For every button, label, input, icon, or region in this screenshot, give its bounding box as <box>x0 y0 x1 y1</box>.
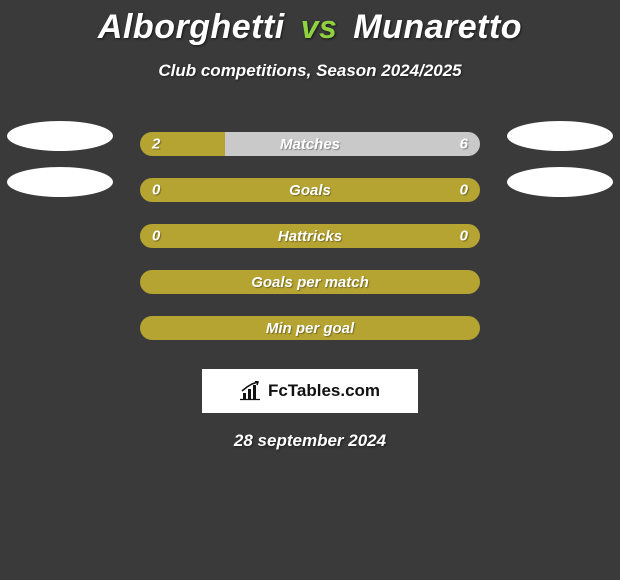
metric-label: Min per goal <box>266 320 354 337</box>
player1-value: 2 <box>152 136 160 153</box>
player2-name: Munaretto <box>353 8 522 46</box>
player1-value: 0 <box>152 228 160 245</box>
player2-fill <box>225 132 480 156</box>
source-badge: FcTables.com <box>202 369 418 413</box>
player2-value: 0 <box>460 182 468 199</box>
metric-bar: 0 0 Hattricks <box>140 224 480 248</box>
metric-label: Goals per match <box>251 274 369 291</box>
comparison-title: Alborghetti vs Munaretto <box>0 0 620 47</box>
metric-bar: 2 6 Matches <box>140 132 480 156</box>
metric-row: Min per goal <box>0 305 620 351</box>
vs-label: vs <box>301 9 338 45</box>
subtitle: Club competitions, Season 2024/2025 <box>0 61 620 81</box>
player1-avatar-placeholder <box>7 167 113 197</box>
chart-icon <box>240 381 262 401</box>
metric-bar: Min per goal <box>140 316 480 340</box>
metric-row: 2 6 Matches <box>0 121 620 167</box>
metrics-container: 2 6 Matches 0 0 Goals 0 0 Hattricks Goals per mat… <box>0 121 620 351</box>
metric-row: Goals per match <box>0 259 620 305</box>
player2-value: 6 <box>460 136 468 153</box>
player1-avatar-placeholder <box>7 121 113 151</box>
metric-bar: 0 0 Goals <box>140 178 480 202</box>
metric-label: Matches <box>280 136 340 153</box>
player2-avatar-placeholder <box>507 121 613 151</box>
player1-value: 0 <box>152 182 160 199</box>
player2-value: 0 <box>460 228 468 245</box>
metric-row: 0 0 Goals <box>0 167 620 213</box>
date-label: 28 september 2024 <box>0 431 620 451</box>
metric-label: Goals <box>289 182 331 199</box>
metric-bar: Goals per match <box>140 270 480 294</box>
metric-label: Hattricks <box>278 228 342 245</box>
source-badge-text: FcTables.com <box>268 381 380 401</box>
player2-avatar-placeholder <box>507 167 613 197</box>
player1-name: Alborghetti <box>98 8 285 46</box>
metric-row: 0 0 Hattricks <box>0 213 620 259</box>
